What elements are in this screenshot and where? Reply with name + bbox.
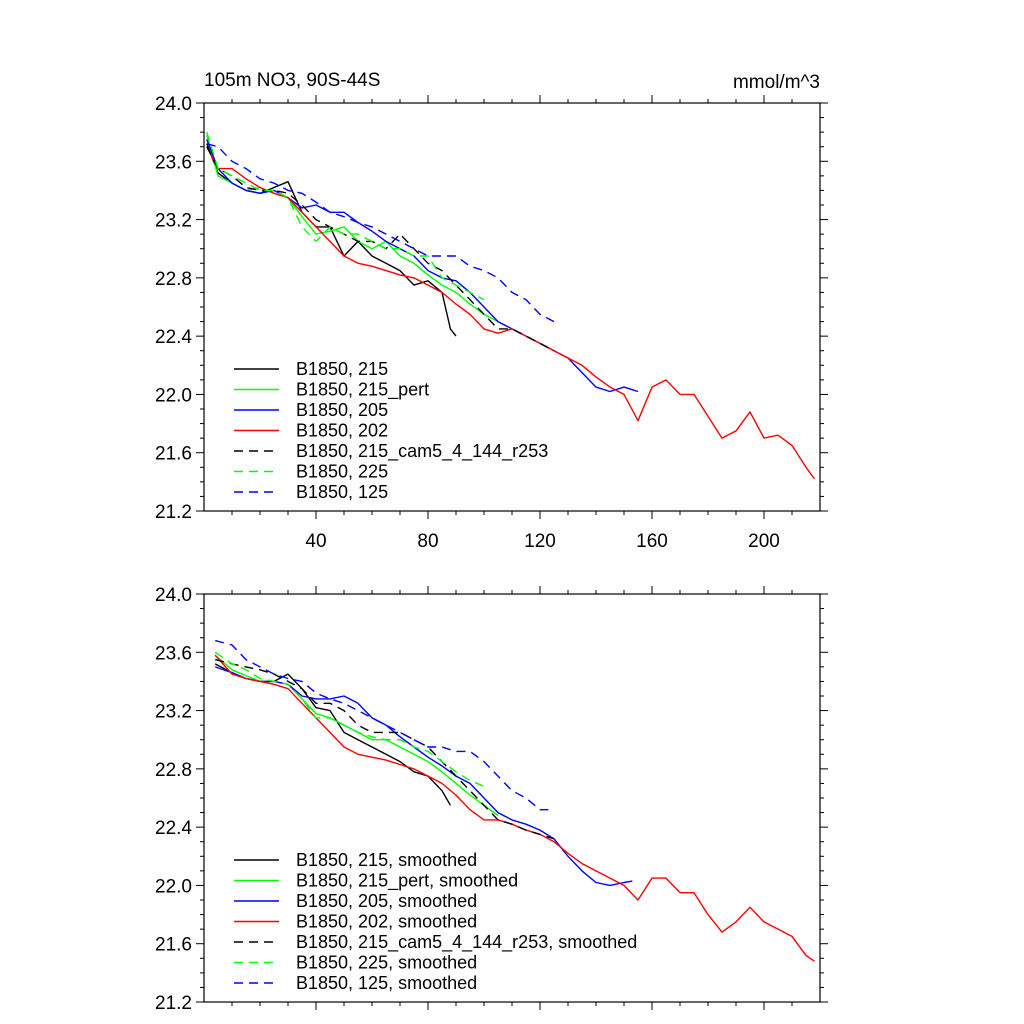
y-tick-label: 24.0 bbox=[155, 585, 192, 606]
legend-label: B1850, 125 bbox=[296, 482, 388, 502]
x-tick-label: 200 bbox=[748, 531, 780, 552]
legend-label: B1850, 215_cam5_4_144_r253, smoothed bbox=[296, 932, 637, 953]
axis-ticks bbox=[196, 95, 828, 519]
series-line bbox=[206, 146, 815, 480]
series-lines bbox=[206, 131, 815, 480]
x-tick-label: 120 bbox=[524, 531, 556, 552]
series-lines bbox=[214, 639, 815, 962]
legend-label: B1850, 225 bbox=[296, 462, 388, 482]
x-tick-label: 160 bbox=[636, 531, 668, 552]
y-tick-label: 22.0 bbox=[155, 385, 192, 406]
series-line bbox=[206, 143, 457, 337]
legend-label: B1850, 215, smoothed bbox=[296, 850, 477, 870]
x-tick-label: 40 bbox=[305, 531, 326, 552]
series-line bbox=[215, 658, 555, 840]
series-line bbox=[215, 639, 549, 811]
y-tick-label: 22.4 bbox=[155, 327, 192, 348]
series-line bbox=[206, 146, 555, 352]
legend-label: B1850, 202, smoothed bbox=[296, 912, 477, 932]
y-tick-label: 22.4 bbox=[155, 818, 192, 839]
top-panel: 105m NO3, 90S-44S mmol/m^3 24.023.623.22… bbox=[155, 70, 828, 552]
series-line bbox=[206, 131, 485, 301]
y-tick-label: 21.2 bbox=[155, 502, 192, 523]
y-tick-label: 23.6 bbox=[155, 643, 192, 664]
legend-label: B1850, 125, smoothed bbox=[296, 973, 477, 993]
series-line bbox=[206, 143, 555, 323]
axis-ticks bbox=[196, 586, 828, 1010]
y-tick-label: 24.0 bbox=[155, 94, 192, 115]
y-tick-label: 22.8 bbox=[155, 760, 192, 781]
y-tick-label: 23.2 bbox=[155, 702, 192, 723]
legend-label: B1850, 205 bbox=[296, 400, 388, 420]
series-line bbox=[206, 134, 499, 323]
panel-title: 105m NO3, 90S-44S bbox=[204, 70, 380, 91]
legend-label: B1850, 225, smoothed bbox=[296, 953, 477, 973]
x-tick-labels: 40 80 120 160 200 bbox=[305, 531, 779, 552]
y-tick-label: 21.2 bbox=[155, 993, 192, 1014]
series-line bbox=[214, 651, 485, 787]
legend-label: B1850, 205, smoothed bbox=[296, 891, 477, 911]
y-tick-label: 23.2 bbox=[155, 211, 192, 232]
y-tick-label: 22.8 bbox=[155, 269, 192, 290]
x-tick-label: 80 bbox=[417, 531, 438, 552]
series-line bbox=[214, 654, 499, 817]
legend-label: B1850, 215_cam5_4_144_r253 bbox=[296, 441, 548, 462]
y-tick-label: 21.6 bbox=[155, 935, 192, 956]
legend-label: B1850, 215 bbox=[296, 359, 388, 379]
legend-label: B1850, 215_pert, smoothed bbox=[296, 871, 518, 892]
legend-label: B1850, 202 bbox=[296, 421, 388, 441]
series-line bbox=[206, 139, 639, 393]
y-tick-labels: 24.0 23.6 23.2 22.8 22.4 22.0 21.6 21.2 bbox=[155, 94, 192, 523]
legend-label: B1850, 215_pert bbox=[296, 380, 429, 401]
bottom-panel: 24.0 23.6 23.2 22.8 22.4 22.0 21.6 21.2 B1850, … bbox=[155, 585, 828, 1014]
y-tick-labels: 24.0 23.6 23.2 22.8 22.4 22.0 21.6 21.2 bbox=[155, 585, 192, 1014]
y-tick-label: 23.6 bbox=[155, 152, 192, 173]
y-tick-label: 21.6 bbox=[155, 444, 192, 465]
units-label: mmol/m^3 bbox=[733, 72, 820, 93]
y-tick-label: 22.0 bbox=[155, 876, 192, 897]
